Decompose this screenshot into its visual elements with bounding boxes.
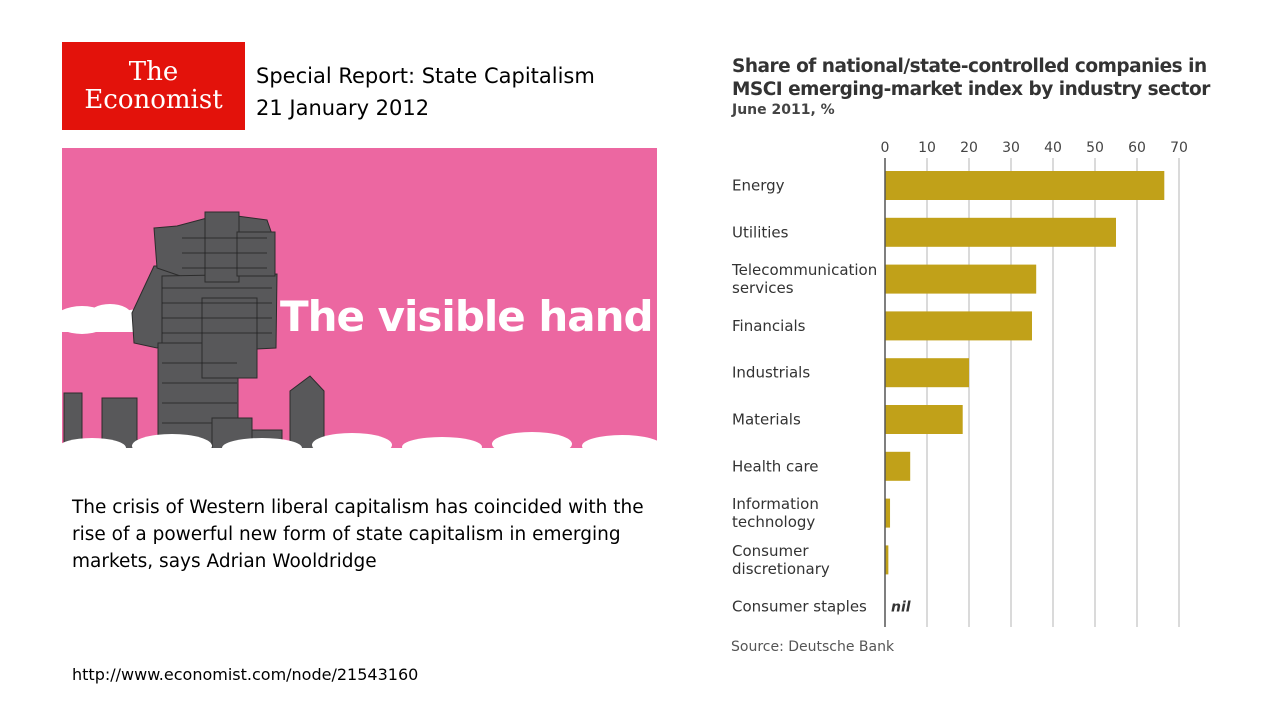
category-label: Telecommunication <box>731 261 877 279</box>
bar <box>885 451 911 481</box>
bar <box>885 311 1032 341</box>
fist-building-illustration <box>62 211 657 483</box>
report-date: 21 January 2012 <box>256 96 430 120</box>
chart-title: Share of national/state-controlled compa… <box>732 56 1210 100</box>
bar <box>885 358 969 388</box>
bar <box>885 171 1165 200</box>
report-title: Special Report: State Capitalism <box>256 64 595 88</box>
logo-line-1: The <box>128 57 179 87</box>
category-label: Information <box>732 495 819 513</box>
bar <box>885 498 891 528</box>
category-label: Materials <box>732 411 801 429</box>
x-tick-label: 20 <box>960 140 978 156</box>
hero-illustration: The visible hand <box>62 148 657 483</box>
bar <box>885 405 963 434</box>
x-tick-label: 60 <box>1128 140 1146 156</box>
category-label: Industrials <box>732 364 810 382</box>
x-tick-label: 40 <box>1044 140 1062 156</box>
report-header: Special Report: State Capitalism 21 Janu… <box>256 60 595 124</box>
category-label: Consumer <box>732 542 809 560</box>
x-tick-label: 30 <box>1002 140 1020 156</box>
article-url[interactable]: http://www.economist.com/node/21543160 <box>72 665 419 684</box>
category-label: Energy <box>732 177 785 195</box>
x-tick-label: 0 <box>881 140 890 156</box>
x-tick-label: 50 <box>1086 140 1104 156</box>
value-label: nil <box>891 600 911 616</box>
category-label: services <box>732 279 794 297</box>
chart-subtitle: June 2011, % <box>732 102 835 118</box>
category-label: Utilities <box>732 223 789 241</box>
category-label: Financials <box>732 317 806 335</box>
category-label: Health care <box>732 457 819 475</box>
bar <box>885 545 889 575</box>
category-label: discretionary <box>732 560 830 578</box>
x-tick-label: 70 <box>1170 140 1188 156</box>
economist-logo: The Economist <box>62 42 245 130</box>
bar <box>885 264 1037 294</box>
category-label: Consumer staples <box>732 598 867 616</box>
article-summary: The crisis of Western liberal capitalism… <box>72 497 644 572</box>
bar-chart: 0 10 20 30 40 50 60 70 Energy Utilities Telecommun… <box>731 140 1188 627</box>
x-tick-label: 10 <box>918 140 936 156</box>
hero-title: The visible hand <box>280 292 654 341</box>
logo-line-2: Economist <box>84 85 223 115</box>
category-label: technology <box>732 513 815 531</box>
chart-source: Source: Deutsche Bank <box>731 639 895 655</box>
bar <box>885 217 1116 247</box>
